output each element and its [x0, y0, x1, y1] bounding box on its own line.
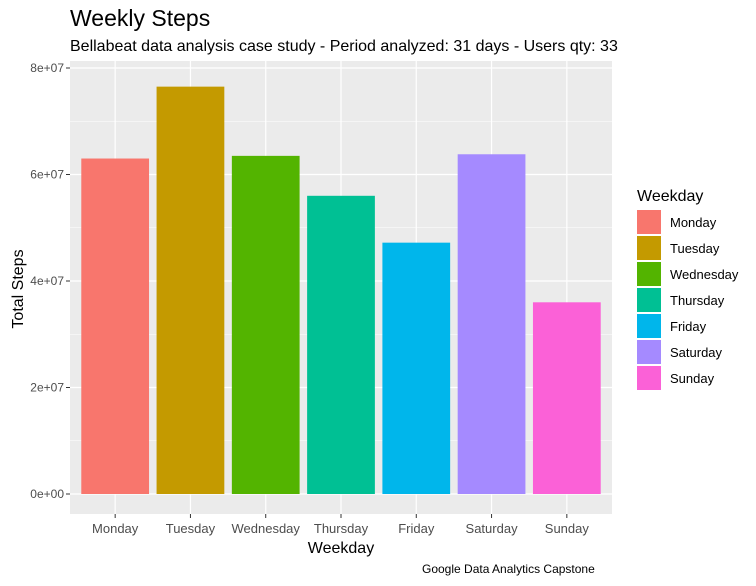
y-tick-label: 0e+00 — [30, 487, 64, 501]
bar-thursday — [307, 195, 375, 495]
bar-saturday — [457, 154, 526, 494]
x-tick-label: Thursday — [314, 521, 369, 536]
y-tick-label: 4e+07 — [30, 274, 64, 288]
chart-caption: Google Data Analytics Capstone — [422, 562, 595, 576]
x-tick-label: Wednesday — [232, 521, 301, 536]
bar-tuesday — [156, 86, 225, 494]
legend-key-thursday — [637, 288, 661, 312]
bar-wednesday — [231, 155, 300, 495]
legend-key-sunday — [637, 366, 661, 390]
y-tick-label: 8e+07 — [30, 61, 64, 75]
chart-title: Weekly Steps — [70, 5, 211, 31]
y-axis-title: Total Steps — [10, 249, 27, 328]
x-tick-label: Saturday — [466, 521, 519, 536]
legend-key-wednesday — [637, 262, 661, 286]
legend-label: Tuesday — [670, 241, 720, 256]
bar-monday — [81, 158, 150, 494]
x-tick-label: Tuesday — [166, 521, 216, 536]
axis-layer: 0e+00 2e+07 4e+07 6e+07 8e+07 Monday Tuesday We… — [30, 61, 589, 536]
x-tick-label: Friday — [398, 521, 435, 536]
legend-label: Monday — [670, 215, 717, 230]
legend-key-friday — [637, 314, 661, 338]
x-tick-label: Monday — [92, 521, 139, 536]
legend-key-tuesday — [637, 236, 661, 260]
legend-label: Friday — [670, 319, 707, 334]
y-tick-label: 2e+07 — [30, 381, 64, 395]
bar-layer — [81, 86, 601, 495]
legend-title: Weekday — [637, 188, 703, 205]
legend-key-saturday — [637, 340, 661, 364]
x-axis-title: Weekday — [308, 540, 374, 557]
x-tick-label: Sunday — [545, 521, 590, 536]
bar-sunday — [532, 302, 601, 494]
legend: Weekday Monday Tuesday Wednesday Thursday Fr… — [637, 188, 739, 390]
y-tick-label: 6e+07 — [30, 168, 64, 182]
legend-label: Saturday — [670, 345, 723, 360]
chart-subtitle: Bellabeat data analysis case study - Per… — [70, 38, 618, 55]
legend-label: Wednesday — [670, 267, 739, 282]
legend-label: Sunday — [670, 371, 715, 386]
legend-key-monday — [637, 210, 661, 234]
legend-label: Thursday — [670, 293, 725, 308]
bar-friday — [382, 242, 451, 494]
